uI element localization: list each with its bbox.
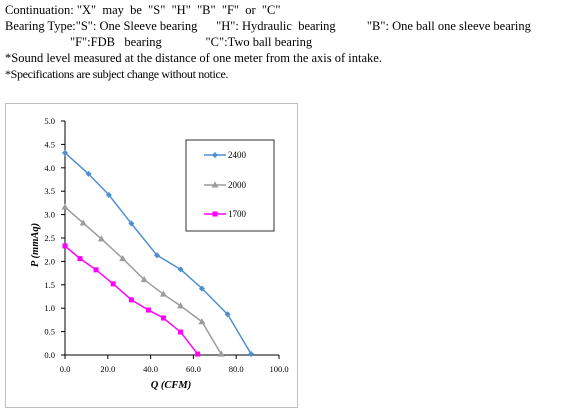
data-point-2000 [198, 318, 206, 325]
y-tick-label: 2.5 [44, 233, 55, 243]
y-tick-label: 2.0 [44, 256, 55, 266]
x-axis-title: Q (CFM) [151, 380, 192, 391]
x-tick-label: 80.0 [229, 364, 244, 374]
data-point-2400 [105, 191, 112, 198]
data-point-2000 [177, 302, 185, 309]
bearing-type-note: Bearing Type:"S": One Sleeve bearing "H"… [5, 19, 531, 33]
data-point-2000 [79, 219, 87, 226]
y-tick-label: 1.5 [44, 280, 55, 290]
legend-box [185, 139, 275, 232]
legend-label-2000: 2000 [228, 180, 247, 190]
data-point-1700 [93, 267, 99, 273]
legend-label-1700: 1700 [228, 209, 247, 219]
data-point-2000 [217, 350, 225, 357]
data-point-1700 [160, 315, 166, 321]
data-point-2000 [97, 235, 105, 242]
legend-label-2400: 2400 [228, 150, 247, 160]
data-point-1700 [77, 256, 83, 262]
data-point-2400 [128, 220, 135, 227]
data-point-2400 [224, 311, 231, 318]
data-point-2000 [119, 254, 127, 262]
data-point-2400 [248, 351, 255, 358]
data-point-2400 [177, 266, 184, 273]
data-point-1700 [145, 307, 151, 313]
data-point-2400 [153, 252, 161, 259]
y-tick-label: 0.5 [44, 327, 55, 337]
data-point-1700 [195, 351, 201, 357]
x-tick-label: 60.0 [186, 364, 201, 374]
data-point-2000 [61, 203, 69, 210]
data-point-1700 [62, 243, 68, 249]
data-point-2000 [159, 290, 167, 297]
data-point-2400 [85, 170, 92, 177]
y-tick-label: 3.5 [44, 186, 55, 196]
y-tick-label: 4.5 [44, 139, 55, 149]
legend-marker-1700 [212, 211, 218, 217]
data-point-2400 [61, 149, 69, 156]
continuation-note: Continuation: "X" may be "S" "H" "B" "F"… [5, 3, 281, 17]
x-tick-label: 100.0 [269, 364, 288, 374]
legend-marker-2400 [211, 151, 219, 159]
y-tick-label: 0.0 [44, 350, 55, 360]
x-tick-label: 20.0 [100, 364, 115, 374]
specifications-note: *Specifications are subject change witho… [5, 67, 229, 81]
y-tick-label: 5.0 [44, 116, 55, 126]
x-tick-label: 40.0 [143, 364, 158, 374]
data-point-1700 [128, 297, 134, 303]
data-point-1700 [110, 281, 116, 287]
data-point-1700 [178, 329, 184, 335]
bearing-type-note-continued: "F":FDB bearing "C":Two ball bearing [70, 35, 313, 49]
notes-block: Continuation: "X" may be "S" "H" "B" "F"… [5, 2, 565, 82]
x-tick-label: 0.0 [60, 364, 71, 374]
y-tick-label: 3.0 [44, 210, 55, 220]
y-axis-title: P (mmAq) [30, 223, 41, 267]
y-tick-label: 1.0 [44, 303, 55, 313]
data-point-2000 [140, 276, 148, 283]
y-tick-label: 4.0 [44, 163, 55, 173]
sound-level-note: *Sound level measured at the distance of… [5, 51, 382, 65]
data-point-2400 [198, 285, 205, 292]
legend-marker-2000 [211, 181, 219, 188]
